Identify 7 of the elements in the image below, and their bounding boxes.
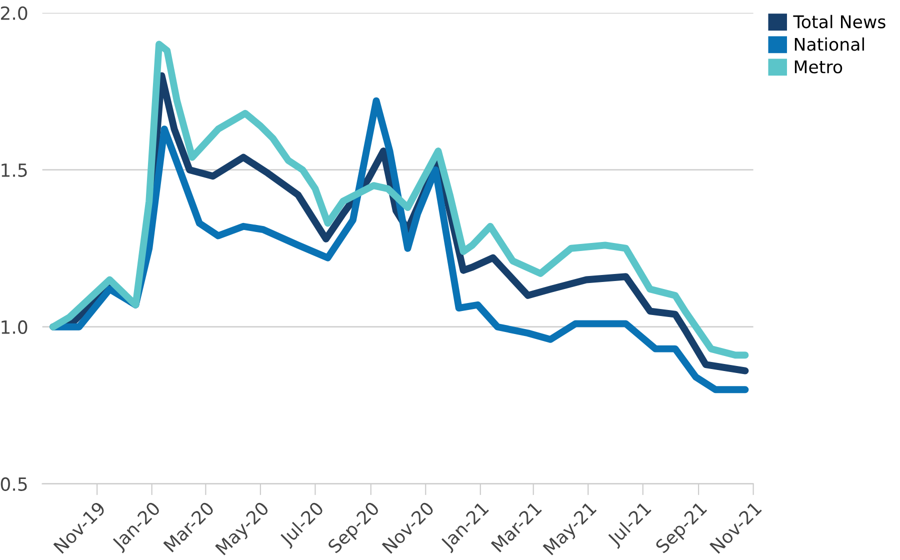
y-tick-label: 1.5: [2, 164, 27, 177]
y-tick-label: 2.0: [1, 6, 28, 20]
y-tick-label: 0.5: [0, 477, 27, 491]
legend-label: National: [794, 37, 864, 51]
legend-label: Metro: [794, 60, 842, 74]
legend-label: Total News: [793, 14, 886, 28]
y-tick-label: 1.0: [2, 320, 28, 334]
